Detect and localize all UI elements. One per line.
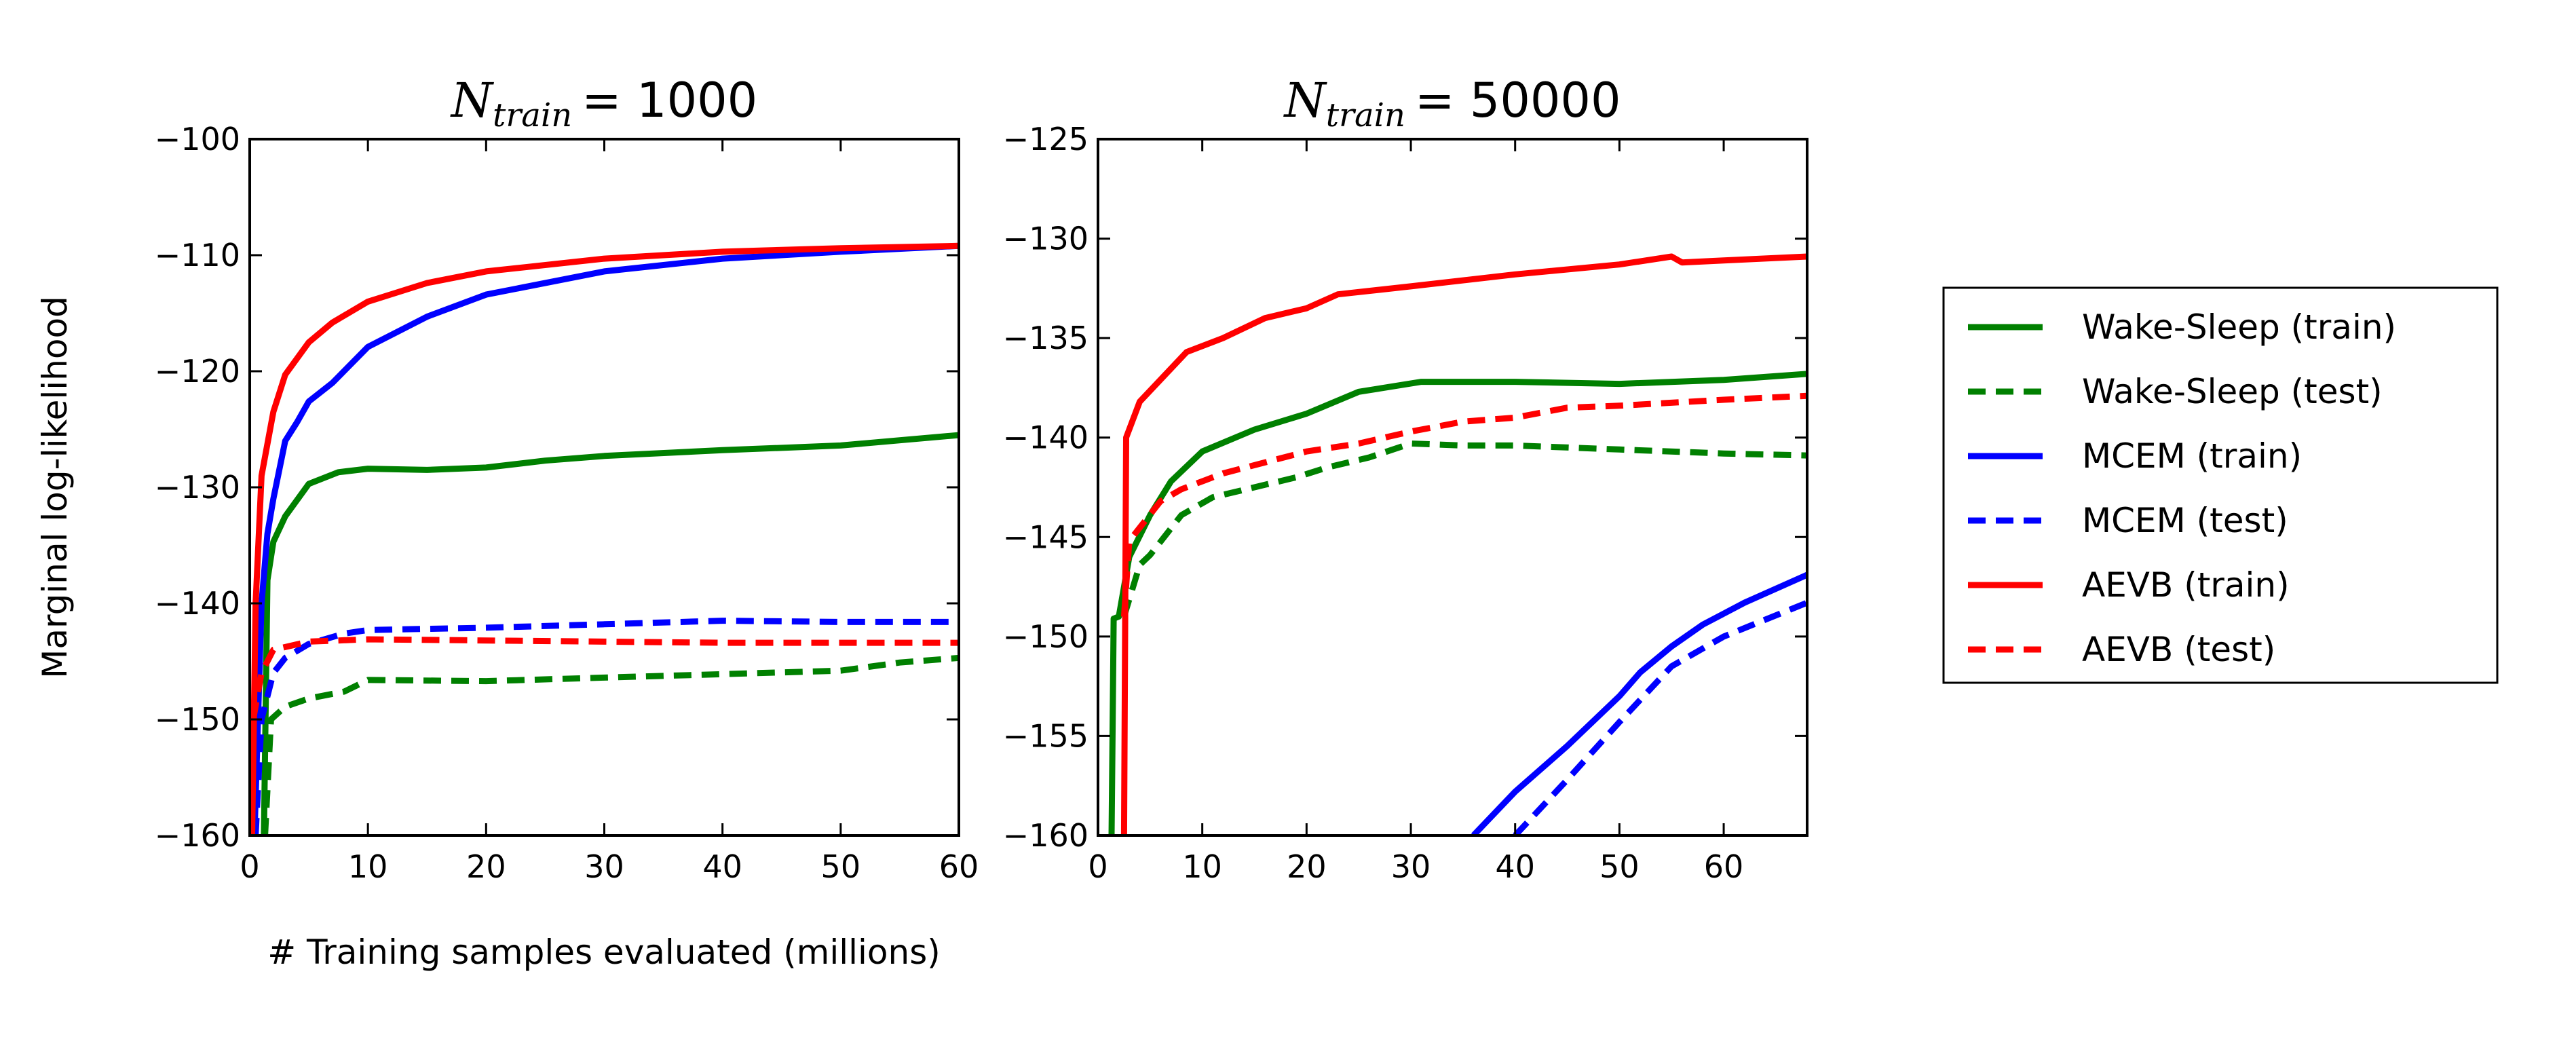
series-line-mcem-test (1513, 599, 1807, 835)
legend-label: MCEM (test) (2082, 501, 2288, 540)
series-line-aevb-train (250, 242, 959, 835)
plot-frame (1097, 138, 1808, 837)
title-rest: = 50000 (1415, 73, 1621, 128)
legend-frame (1942, 286, 2499, 684)
panel-2: 0 10 20 30 40 50 60 −160 −155 −150 −145 −140 −135 −13… (1003, 73, 1808, 885)
series-line-wake-sleep-test (1121, 440, 1807, 618)
title-rest: = 1000 (582, 73, 757, 128)
y-tick-label: −140 (1003, 419, 1088, 456)
series-group (250, 242, 959, 835)
legend-label: MCEM (train) (2082, 436, 2302, 476)
legend-label: Wake-Sleep (test) (2082, 372, 2383, 411)
y-tick-label: −160 (1003, 817, 1088, 854)
y-tick-label: −130 (1003, 221, 1088, 257)
y-tick-label: −150 (1003, 618, 1088, 655)
x-tick-label: 0 (240, 848, 259, 885)
panel-1: 0 10 20 30 40 50 60 −160 −150 −140 −130 −120 −110 −10… (155, 73, 979, 885)
x-tick-label: 60 (1704, 848, 1744, 885)
series-line-mcem-test (252, 618, 959, 835)
y-tick-label: −125 (1003, 121, 1088, 157)
legend-label: AEVB (test) (2082, 630, 2275, 669)
series-line-wake-sleep-test (262, 654, 959, 835)
x-tick-label: 20 (1287, 848, 1327, 885)
series-group (1108, 253, 1807, 835)
x-tick-label: 0 (1088, 848, 1107, 885)
series-line-aevb-test (1120, 392, 1807, 617)
series-line-mcem-train (251, 242, 959, 835)
legend-label: AEVB (train) (2082, 565, 2290, 605)
series-line-aevb-test (250, 636, 959, 720)
x-tick-label: 30 (584, 848, 624, 885)
title-sub: train (1326, 96, 1405, 134)
legend: Wake-Sleep (train) Wake-Sleep (test) MCEM … (1942, 286, 2499, 684)
y-tick-label: −150 (155, 701, 240, 738)
y-tick-label: −120 (155, 353, 240, 390)
y-tick-label: −135 (1003, 320, 1088, 356)
series-line-mcem-train (1471, 571, 1807, 835)
panel-title: Ntrain = 50000 (1283, 73, 1621, 134)
series-line-aevb-train (1120, 253, 1807, 835)
y-tick-label: −110 (155, 237, 240, 274)
y-tick-label: −145 (1003, 519, 1088, 555)
y-tick-label: −100 (155, 121, 240, 157)
x-tick-label: 40 (1495, 848, 1535, 885)
x-tick-label: 50 (821, 848, 861, 885)
x-tick-label: 10 (348, 848, 388, 885)
panel-title: Ntrain = 1000 (450, 73, 757, 134)
y-tick-label: −130 (155, 469, 240, 506)
x-tick-label: 30 (1391, 848, 1431, 885)
x-tick-label: 10 (1182, 848, 1222, 885)
y-axis-label: Marginal log-likelihood (35, 296, 75, 679)
x-tick-label: 60 (939, 848, 979, 885)
y-tick-label: −155 (1003, 717, 1088, 754)
title-sub: train (493, 96, 572, 134)
x-tick-label: 20 (466, 848, 506, 885)
series-line-wake-sleep-train (261, 432, 959, 835)
x-axis-label: # Training samples evaluated (millions) (267, 933, 941, 972)
y-tick-label: −160 (155, 817, 240, 854)
x-tick-label: 50 (1599, 848, 1640, 885)
y-tick-label: −140 (155, 585, 240, 622)
title-var: N (450, 73, 495, 128)
plot-frame (248, 138, 960, 837)
x-tick-label: 40 (702, 848, 742, 885)
title-var: N (1283, 73, 1328, 128)
legend-label: Wake-Sleep (train) (2082, 307, 2396, 347)
series-line-wake-sleep-train (1108, 371, 1807, 835)
